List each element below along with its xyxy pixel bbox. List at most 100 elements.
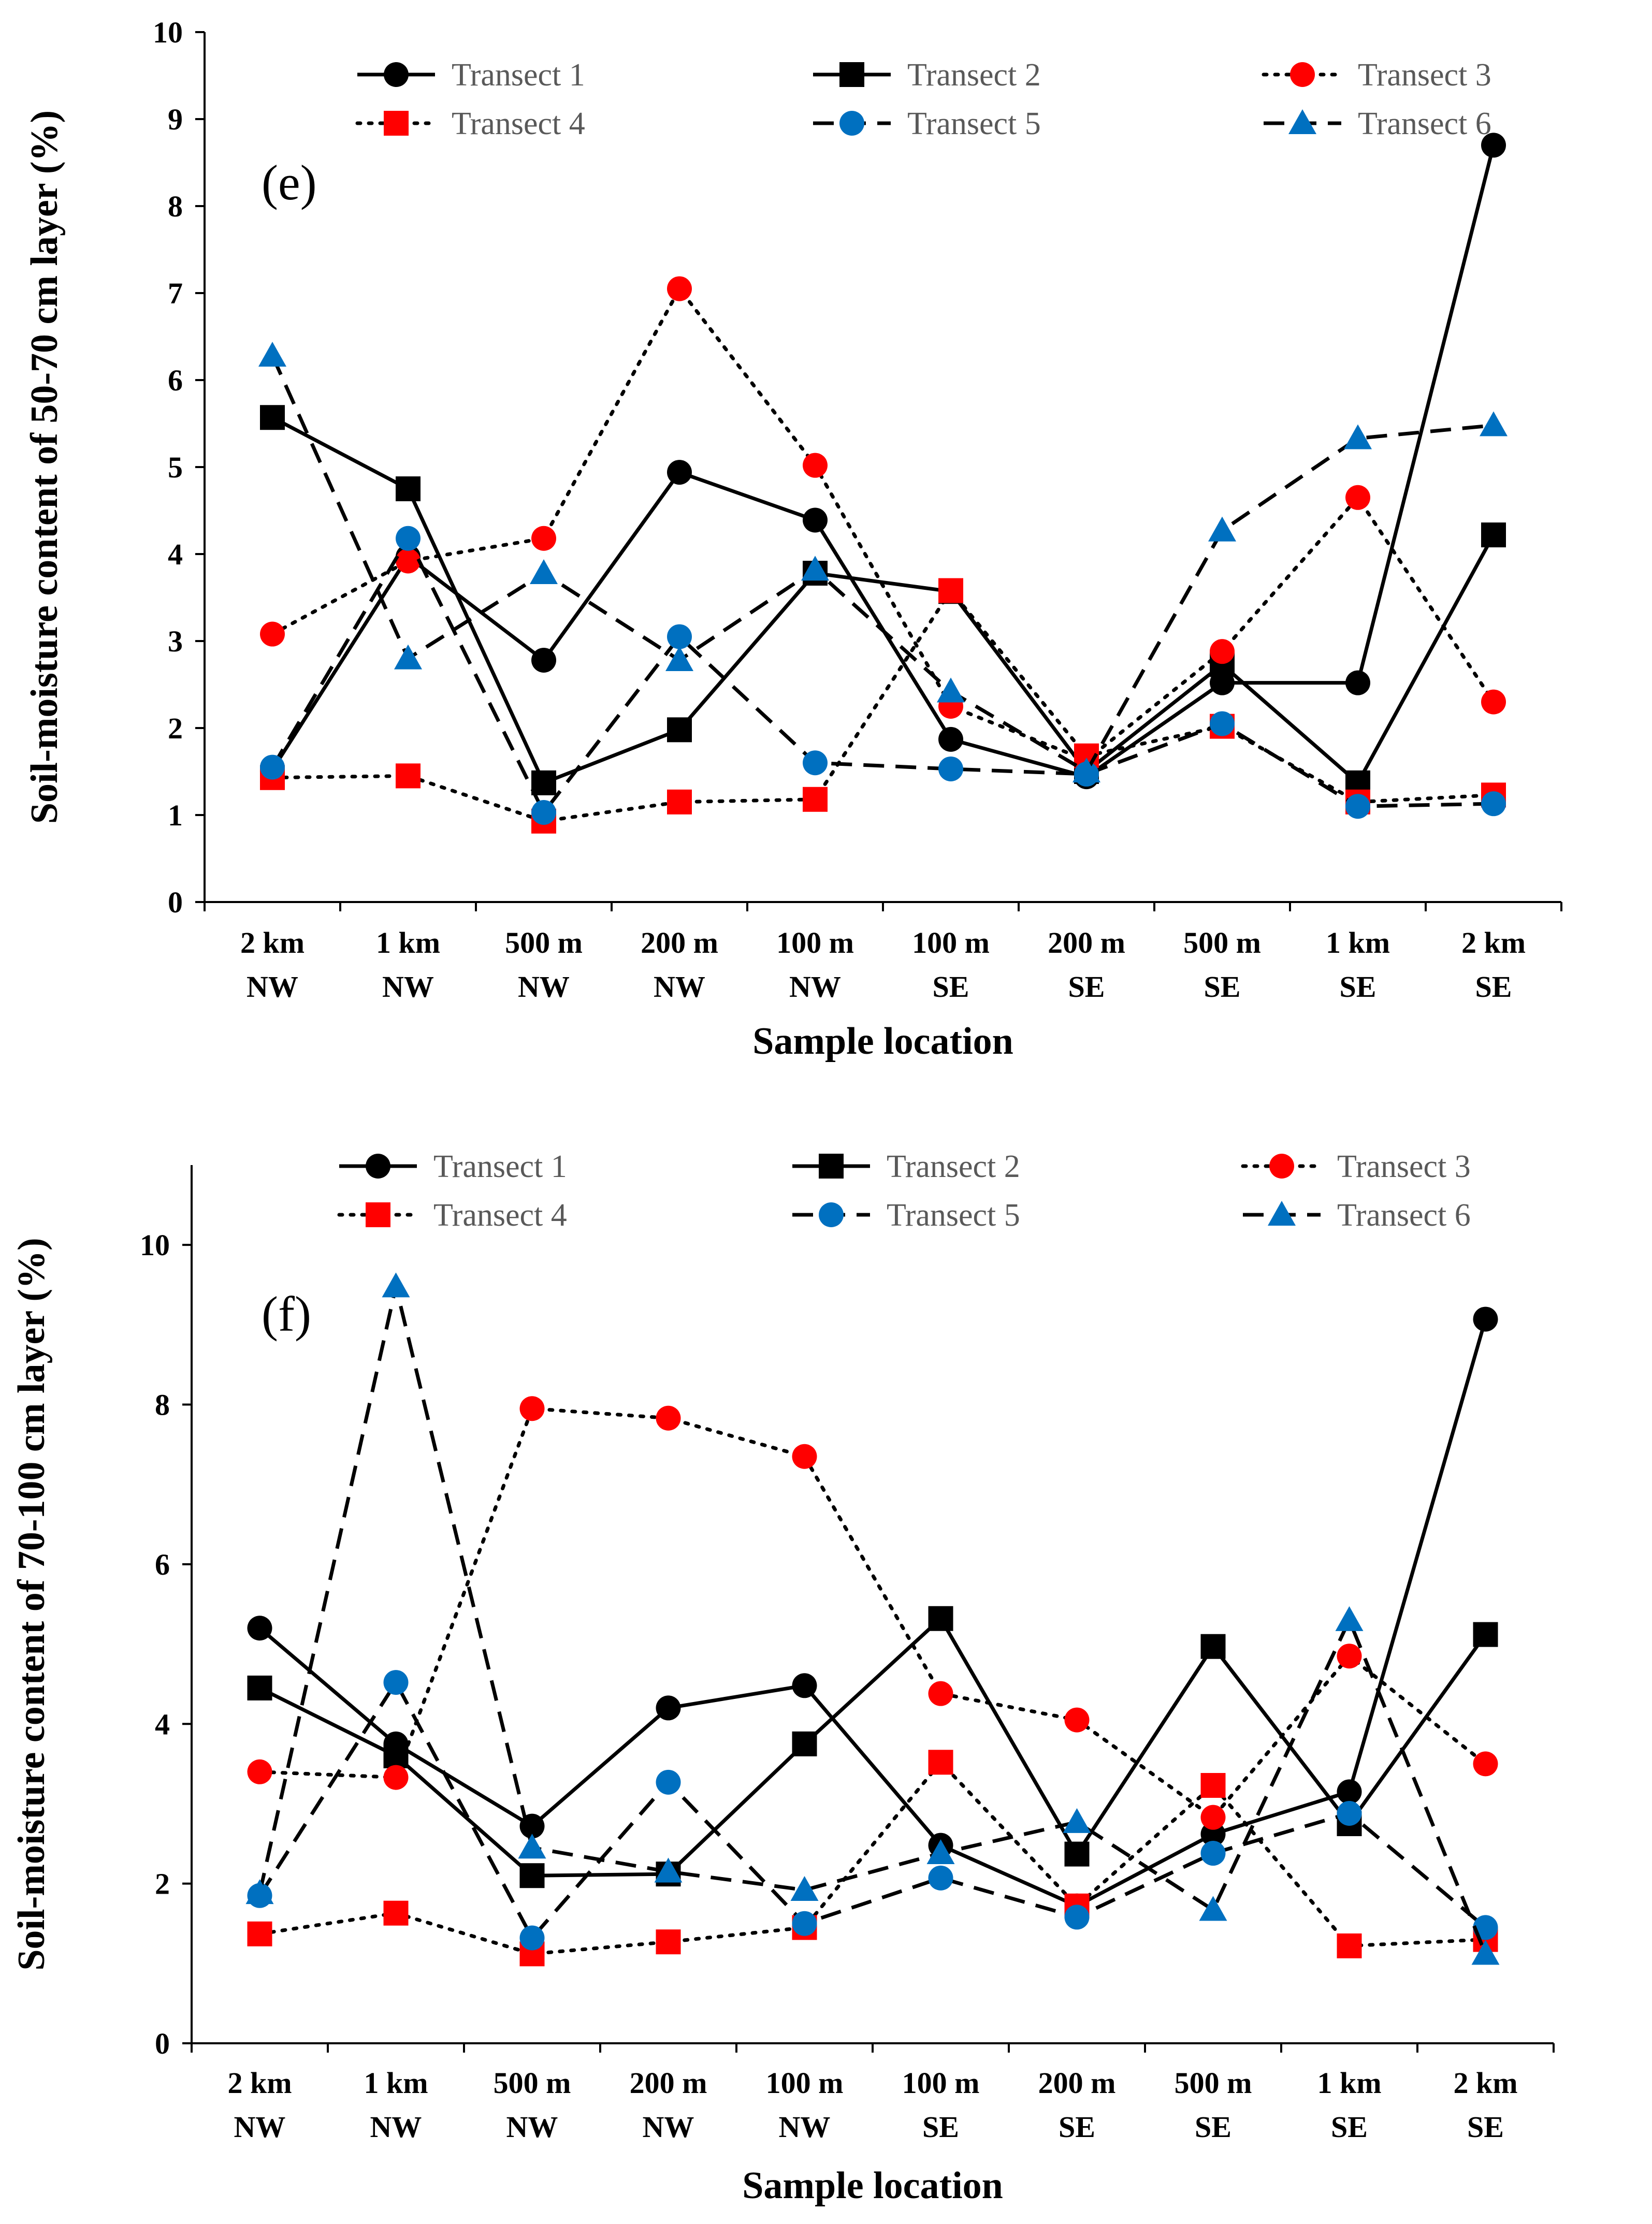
x-tick-label: NW	[382, 970, 434, 1004]
data-point	[654, 1857, 683, 1883]
x-tick-label: SE	[1331, 2110, 1368, 2144]
data-point	[1200, 1805, 1226, 1830]
data-point	[792, 1911, 817, 1936]
x-tick-label: 2 km	[1461, 926, 1526, 960]
panel-label: (f)	[262, 1286, 311, 1342]
legend-item: Transect 6	[1264, 106, 1491, 141]
data-point	[247, 1675, 272, 1700]
data-point	[396, 548, 421, 574]
y-tick-label: 6	[168, 364, 183, 397]
legend-marker	[1269, 1154, 1294, 1179]
data-point	[1208, 516, 1236, 542]
data-point	[531, 770, 556, 795]
x-tick-label: NW	[247, 970, 298, 1004]
series-4	[247, 1750, 1498, 1967]
legend-item: Transect 3	[1262, 57, 1491, 93]
data-point	[518, 1834, 546, 1859]
data-point	[803, 787, 828, 812]
data-point	[928, 1750, 953, 1775]
legend-label: Transect 4	[452, 106, 585, 141]
x-tick-label: 100 m	[766, 2066, 844, 2100]
data-point	[937, 677, 965, 703]
legend-marker	[1288, 109, 1316, 134]
legend-marker	[819, 1202, 844, 1227]
data-point	[792, 1731, 817, 1756]
data-point	[531, 526, 556, 551]
legend-label: Transect 6	[1337, 1198, 1471, 1233]
legend-label: Transect 4	[433, 1198, 567, 1233]
y-tick-label: 4	[168, 537, 183, 571]
data-point	[803, 507, 828, 533]
y-tick-label: 2	[168, 711, 183, 745]
series-3	[247, 1396, 1498, 1830]
data-point	[928, 1681, 953, 1706]
x-tick-label: NW	[518, 970, 570, 1004]
x-tick-label: SE	[1059, 2110, 1095, 2144]
legend-marker	[384, 111, 409, 136]
legend-marker	[839, 62, 864, 87]
data-point	[260, 621, 285, 647]
data-point	[396, 763, 421, 789]
data-point	[396, 476, 421, 501]
data-point	[531, 800, 556, 825]
data-point	[1200, 1634, 1226, 1659]
panel-label: (e)	[262, 155, 317, 210]
data-point	[1337, 1800, 1362, 1826]
y-axis-title: Soil-moisture content of 70-100 cm layer…	[10, 1238, 53, 1970]
legend-item: Transect 1	[339, 1149, 567, 1184]
data-point	[1199, 1896, 1227, 1921]
x-tick-label: SE	[1467, 2110, 1504, 2144]
data-point	[260, 754, 285, 780]
data-point	[1481, 522, 1506, 548]
data-point	[382, 1272, 410, 1298]
data-point	[938, 756, 963, 781]
data-point	[1473, 1306, 1498, 1332]
chart-panel-e: 0 1 2 3 4 5 6 7 8 9 10 2 km NW 1 km NW 500 m NW 200 m NW 10…	[23, 16, 1562, 1063]
x-tick-label: NW	[234, 2110, 286, 2144]
legend-marker	[384, 62, 409, 87]
y-tick-label: 8	[155, 1388, 170, 1422]
legend-label: Transect 3	[1337, 1149, 1471, 1184]
series-6	[245, 1272, 1500, 1965]
x-tick-label: 200 m	[630, 2066, 707, 2100]
x-tick-label: 2 km	[1453, 2066, 1517, 2100]
y-tick-label: 10	[153, 16, 183, 49]
series-line	[258, 1617, 1487, 1878]
x-tick-label: 100 m	[902, 2066, 980, 2100]
legend-label: Transect 2	[887, 1149, 1020, 1184]
data-point	[383, 1765, 409, 1790]
x-tick-label: NW	[779, 2110, 831, 2144]
data-point	[803, 453, 828, 478]
series-line	[270, 536, 1494, 815]
data-point	[1210, 711, 1235, 736]
legend-label: Transect 5	[887, 1198, 1020, 1233]
x-tick-label: 2 km	[240, 926, 305, 960]
y-tick-label: 0	[155, 2027, 170, 2060]
x-tick-label: 200 m	[1048, 926, 1125, 960]
y-tick-label: 5	[168, 450, 183, 484]
data-point	[656, 1405, 681, 1431]
y-tick-label: 6	[155, 1548, 170, 1581]
data-point	[1064, 1707, 1090, 1733]
legend-item: Transect 6	[1243, 1198, 1471, 1233]
legend-item: Transect 1	[357, 57, 585, 93]
chart-panel-f: 0 2 4 6 8 10 2 km NW 1 km NW 500 m NW 200 m NW 100 m NW…	[10, 1149, 1555, 2207]
data-point	[1200, 1841, 1226, 1866]
x-tick-label: 200 m	[641, 926, 718, 960]
data-point	[1473, 1751, 1498, 1777]
data-point	[801, 556, 829, 581]
data-point	[1337, 1933, 1362, 1958]
data-point	[1481, 689, 1506, 715]
series-6	[258, 341, 1508, 782]
y-axis-title: Soil-moisture content of 50-70 cm layer …	[23, 110, 66, 824]
data-point	[926, 1839, 955, 1865]
x-tick-label: 2 km	[227, 2066, 292, 2100]
legend-item: Transect 2	[813, 57, 1041, 93]
legend-marker	[366, 1202, 390, 1227]
legend-item: Transect 5	[813, 106, 1041, 141]
data-point	[1063, 1808, 1091, 1833]
series-line	[270, 355, 1494, 774]
data-point	[803, 750, 828, 776]
legend-marker	[1268, 1201, 1296, 1226]
